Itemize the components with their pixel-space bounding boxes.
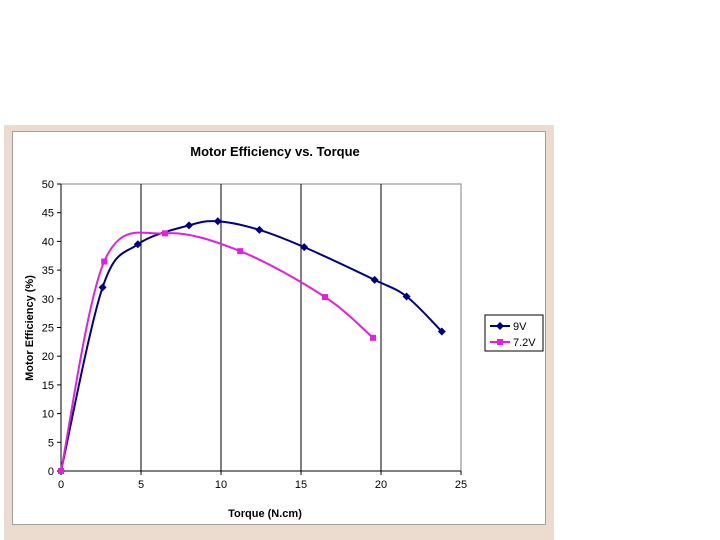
data-point-9v — [98, 283, 107, 292]
y-tick-label: 45 — [42, 208, 54, 220]
legend-marker-9v — [496, 322, 504, 330]
efficiency-chart: Motor Efficiency vs. Torque Torque (N.cm… — [24, 144, 544, 520]
y-tick-label: 10 — [42, 409, 54, 421]
data-point-9v — [133, 240, 142, 249]
data-point-7-2v — [322, 294, 328, 301]
data-point-9v — [370, 275, 379, 284]
chart-area: Motor Efficiency vs. Torque Torque (N.cm… — [12, 131, 546, 525]
data-point-9v — [402, 292, 411, 301]
chart-frame: Motor Efficiency vs. Torque Torque (N.cm… — [4, 125, 554, 540]
y-tick-label: 30 — [42, 294, 54, 306]
data-point-7-2v — [58, 468, 64, 474]
plot-area — [60, 183, 462, 472]
data-point-9v — [213, 217, 222, 226]
x-tick-label: 0 — [58, 479, 64, 491]
y-tick-label: 20 — [42, 351, 54, 363]
x-axis-label: Torque (N.cm) — [228, 508, 302, 520]
y-tick-label: 5 — [48, 437, 54, 449]
legend-marker-7-2v — [497, 339, 503, 345]
legend-box — [484, 314, 544, 352]
y-tick-label: 50 — [42, 179, 54, 191]
data-point-7-2v — [370, 334, 376, 341]
y-tick-label: 25 — [42, 323, 54, 335]
data-point-7-2v — [237, 248, 244, 255]
x-tick-label: 10 — [215, 479, 227, 491]
y-tick-label: 0 — [48, 466, 54, 478]
x-tick-label: 15 — [295, 479, 307, 491]
y-axis-label: Motor Efficiency (%) — [24, 275, 36, 381]
legend-label-9v: 9V — [513, 321, 527, 333]
y-tick-label: 35 — [42, 265, 54, 277]
data-point-9v — [255, 225, 264, 234]
data-point-9v — [437, 327, 446, 336]
chart-title: Motor Efficiency vs. Torque — [190, 144, 360, 159]
legend-label-7-2v: 7.2V — [513, 337, 536, 349]
x-tick-label: 25 — [455, 479, 467, 491]
y-tick-label: 40 — [42, 236, 54, 248]
data-point-7-2v — [101, 258, 108, 265]
data-point-9v — [300, 243, 309, 252]
data-point-9v — [185, 221, 193, 230]
x-tick-label: 5 — [138, 479, 144, 491]
data-point-7-2v — [162, 230, 168, 237]
y-tick-label: 15 — [42, 380, 54, 392]
x-tick-label: 20 — [375, 479, 387, 491]
